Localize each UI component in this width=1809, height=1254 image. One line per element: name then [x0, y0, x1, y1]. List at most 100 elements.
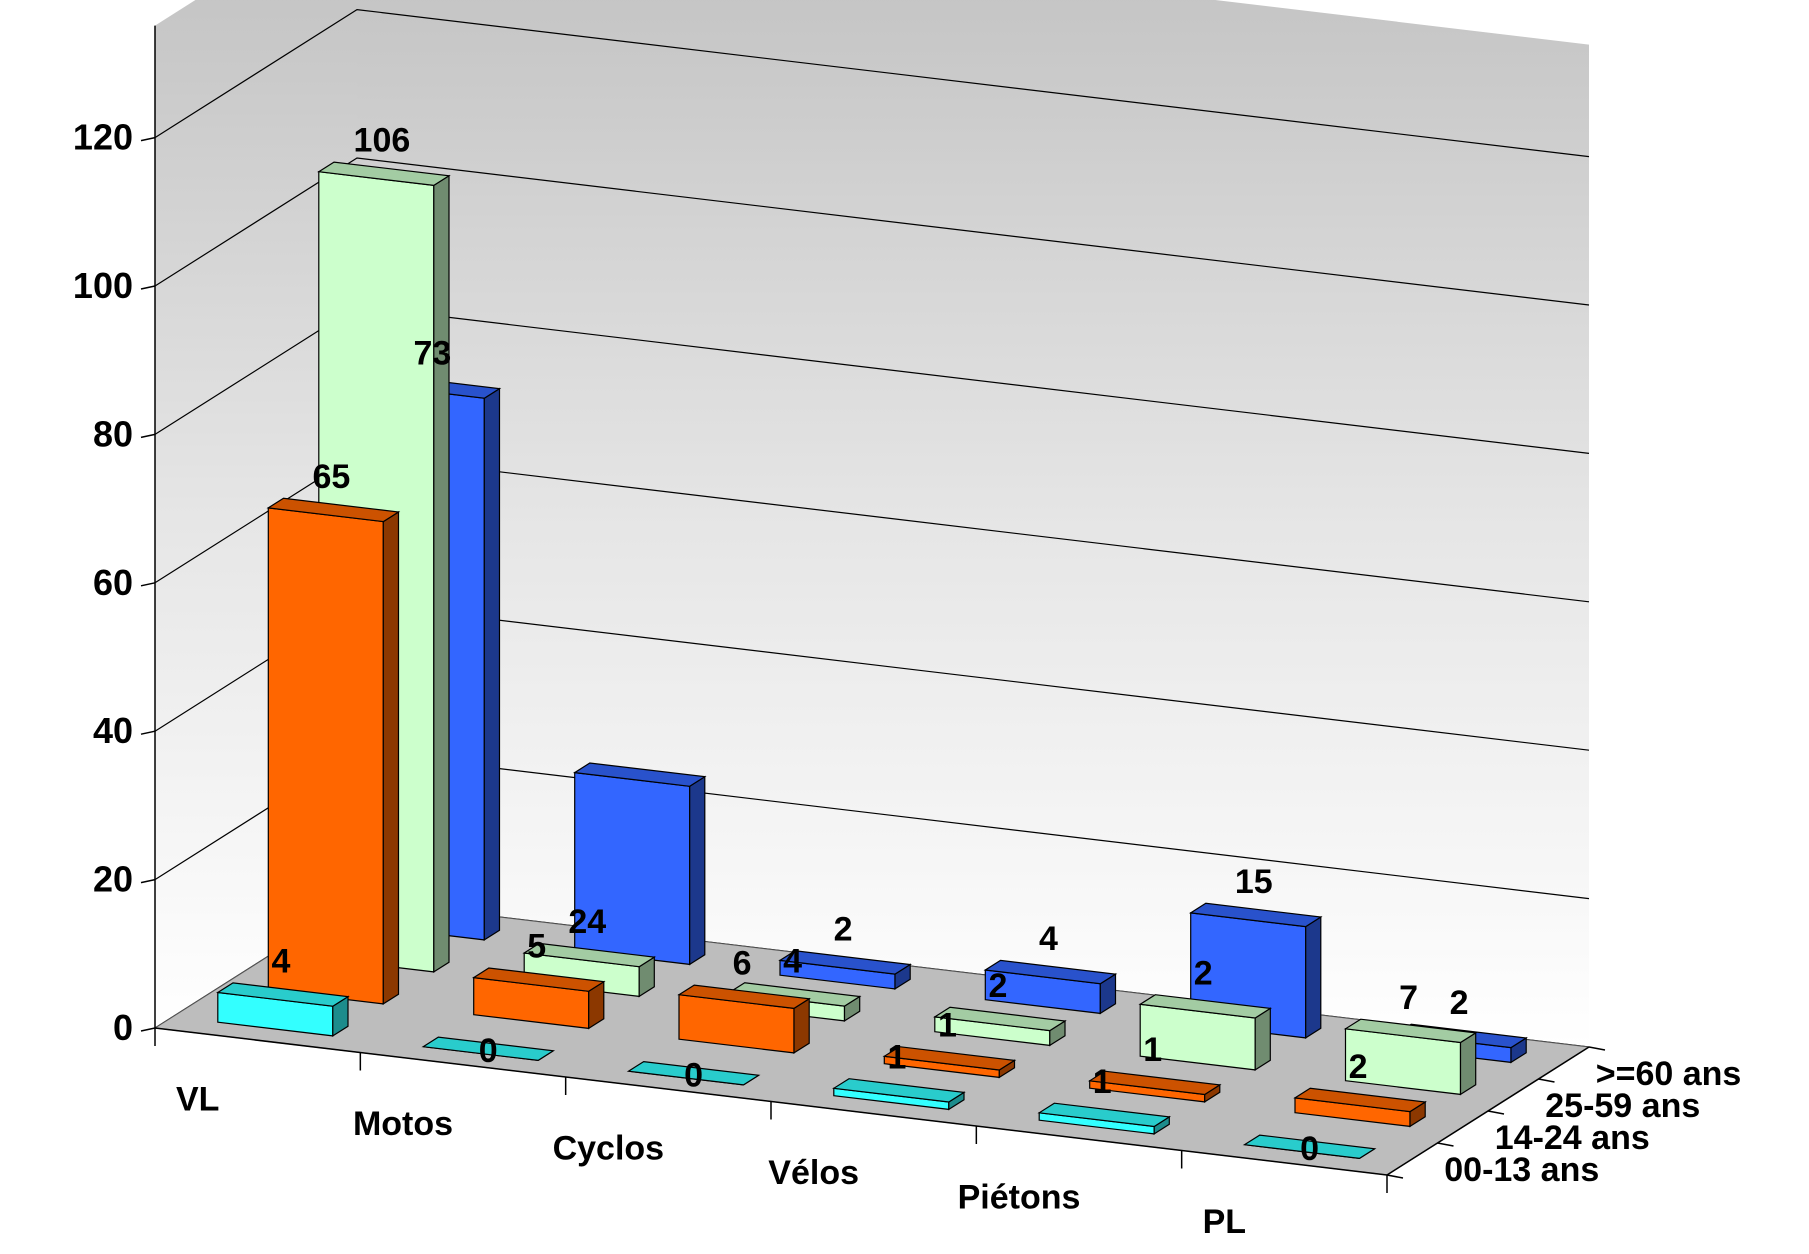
depth-tick-mark — [1487, 1110, 1505, 1115]
data-label: 106 — [354, 122, 411, 160]
data-label: 65 — [313, 458, 351, 496]
y-tick-label: 120 — [73, 117, 133, 158]
bar — [1037, 1102, 1172, 1135]
depth-tick-mark — [1437, 1142, 1454, 1147]
bar-side — [1459, 1031, 1477, 1096]
gridline — [154, 8, 1590, 158]
data-label: 7 — [1399, 979, 1418, 1017]
data-label: 15 — [1235, 863, 1273, 901]
data-label: 2 — [1349, 1048, 1368, 1086]
y-tick-mark — [140, 433, 156, 439]
gridline — [154, 157, 1590, 306]
category-label: Cyclos — [553, 1129, 665, 1167]
category-label: VL — [176, 1080, 219, 1118]
axes — [140, 25, 1606, 1193]
labels: 020406080100120VLMotosCyclosVélosPiétons… — [73, 117, 1741, 1241]
bar — [471, 967, 606, 1030]
bar-top — [626, 1060, 761, 1086]
bar-side — [433, 174, 450, 973]
data-label: 73 — [414, 335, 452, 373]
y-tick-mark — [140, 285, 156, 290]
bar — [1343, 1018, 1478, 1096]
bar-top — [677, 984, 811, 1010]
bar — [778, 950, 912, 990]
bar — [677, 984, 811, 1054]
category-label: Motos — [353, 1105, 453, 1143]
category-label: PL — [1203, 1203, 1246, 1241]
bar-top — [317, 161, 451, 187]
bar — [882, 1046, 1017, 1079]
bar-front — [267, 507, 384, 1005]
y-tick-mark — [140, 582, 156, 587]
series-label: 00-13 ans — [1444, 1151, 1599, 1189]
data-label: 1 — [1093, 1063, 1112, 1101]
bar — [1242, 1134, 1377, 1160]
bars — [216, 161, 1528, 1160]
bar-top — [572, 762, 707, 787]
data-label: 0 — [1300, 1130, 1319, 1168]
data-label: 5 — [527, 928, 546, 966]
bar-top — [933, 1006, 1067, 1032]
bar-top — [471, 967, 606, 992]
y-tick-label: 40 — [93, 710, 133, 751]
y-tick-mark — [140, 136, 156, 142]
data-label: 6 — [733, 945, 752, 983]
bar-side — [1305, 915, 1322, 1039]
series-label: >=60 ans — [1596, 1055, 1742, 1093]
y-tick-mark — [140, 1027, 156, 1032]
bar-top — [1037, 1102, 1172, 1128]
data-label: 2 — [1194, 954, 1213, 992]
data-label: 4 — [1039, 920, 1058, 958]
bar — [933, 1006, 1067, 1047]
back-wall — [357, 0, 1589, 1047]
bar — [572, 762, 707, 966]
bar-top — [882, 1046, 1017, 1071]
depth-tick-mark — [1588, 1046, 1606, 1051]
y-tick-label: 20 — [93, 859, 133, 900]
bar-top — [778, 950, 912, 975]
series-label: 25-59 ans — [1545, 1087, 1700, 1125]
bar — [626, 1060, 761, 1086]
bar-top — [1087, 1070, 1222, 1096]
data-label: 2 — [1450, 984, 1469, 1022]
data-label: 4 — [783, 942, 802, 980]
data-label: 4 — [271, 943, 290, 981]
data-label: 2 — [834, 910, 853, 948]
bar-side — [382, 510, 400, 1005]
data-label: 1 — [938, 1006, 957, 1044]
bar — [1293, 1087, 1427, 1128]
category-label: Vélos — [768, 1154, 859, 1192]
category-label: Piétons — [958, 1178, 1081, 1216]
data-label: 0 — [479, 1032, 498, 1070]
bar-side — [483, 387, 501, 941]
bar-side — [1254, 1007, 1271, 1071]
bar-top — [216, 982, 350, 1007]
y-tick-mark — [140, 878, 156, 884]
y-tick-label: 60 — [93, 562, 133, 603]
bar-top — [421, 1036, 556, 1062]
data-label: 1 — [887, 1038, 906, 1076]
y-tick-label: 0 — [113, 1007, 133, 1048]
bar — [832, 1078, 966, 1111]
depth-tick-mark — [1386, 1174, 1404, 1179]
bar-top — [832, 1078, 966, 1103]
series-label: 14-24 ans — [1495, 1119, 1650, 1157]
bar — [1087, 1070, 1222, 1103]
bar-side — [689, 775, 706, 966]
data-label: 24 — [568, 903, 606, 941]
bar-top — [1293, 1087, 1427, 1113]
bar-top — [522, 942, 657, 968]
data-label: 2 — [988, 967, 1007, 1005]
depth-tick-mark — [1538, 1078, 1555, 1083]
bar-top — [1188, 902, 1323, 928]
y-tick-mark — [140, 730, 156, 735]
bar-top — [983, 959, 1118, 985]
bar — [983, 959, 1118, 1015]
bar-top — [1343, 1018, 1478, 1044]
bar-top — [1138, 994, 1273, 1019]
bar-top — [1242, 1134, 1377, 1160]
bar — [266, 497, 401, 1005]
data-label: 1 — [1143, 1031, 1162, 1069]
data-label: 0 — [684, 1056, 703, 1094]
